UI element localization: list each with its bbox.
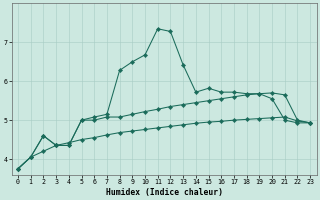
X-axis label: Humidex (Indice chaleur): Humidex (Indice chaleur) (106, 188, 223, 197)
